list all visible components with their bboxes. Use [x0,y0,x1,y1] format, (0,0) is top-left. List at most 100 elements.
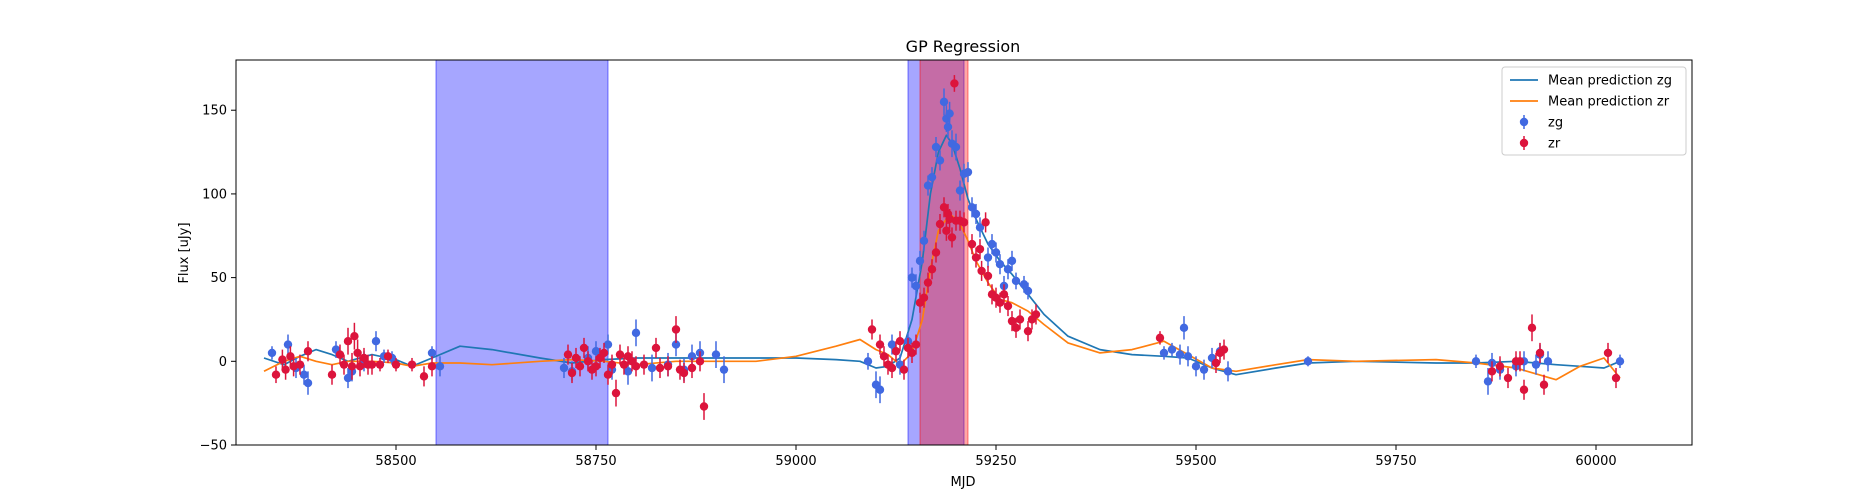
point-zg [995,260,1005,269]
point-zr [355,362,365,371]
point-zg [887,340,897,349]
shaded-region-zg-0 [435,60,609,445]
point-zg [907,273,917,282]
point-zg [863,357,873,366]
point-zg [1175,350,1185,359]
x-tick-label: 60000 [1575,454,1616,469]
point-zg [371,337,381,346]
point-zr [975,244,985,254]
point-zr [679,368,689,378]
point-zr [271,370,281,379]
point-zg [1159,348,1169,358]
point-zr [942,226,951,235]
point-zg [1615,357,1625,366]
point-zr [427,362,437,371]
point-zr [967,239,977,249]
point-zr [611,388,621,398]
point-zr [631,362,641,371]
point-zg [935,156,945,165]
point-zg [1183,352,1193,361]
point-zg [671,340,681,349]
point-zg [1023,286,1033,296]
point-zr [286,352,295,361]
point-zr [563,350,573,359]
legend-label-zr: zr [1548,137,1561,152]
x-tick-label: 58750 [575,454,616,469]
point-zr [639,360,649,369]
point-zr [887,363,897,373]
point-zg [875,385,885,394]
plot-frame [235,59,1693,446]
point-zr [339,360,349,369]
y-tick-label: 0 [219,355,227,370]
point-zg [1003,265,1013,274]
point-zr [1603,348,1613,358]
point-zr [375,360,385,369]
point-zr [1155,333,1165,343]
point-zr [919,293,929,302]
point-zr [891,347,901,356]
point-zr [699,402,709,411]
point-zg [939,97,949,107]
point-zg [967,203,977,212]
point-zr [911,340,921,349]
point-zr [1487,367,1497,376]
point-zg [911,281,921,291]
point-zg [687,352,697,361]
point-zr [939,203,949,212]
point-zr [359,353,369,363]
point-zr [1503,373,1513,383]
point-zg [915,256,925,266]
point-zr [619,360,629,369]
point-zg [923,181,933,190]
x-tick-label: 59250 [975,454,1016,469]
point-zr [1015,315,1025,324]
point-zg [931,142,941,152]
point-zr [289,362,298,371]
point-zg [1019,280,1029,289]
point-zr [1495,362,1505,371]
point-zr [899,365,909,374]
y-tick-label: 50 [210,271,227,286]
point-zr [655,363,665,373]
point-zr [278,355,287,364]
point-zg [1483,377,1493,386]
point-zr [950,79,959,88]
legend-box [1501,66,1687,156]
point-zg [1011,276,1021,286]
point-zg [987,239,997,249]
point-zg [983,253,993,262]
point-zr [927,265,937,274]
legend-label-mean-prediction-zg: Mean prediction zg [1548,74,1672,89]
point-zg [1179,323,1189,333]
point-zr [327,370,337,379]
point-zr [1023,326,1033,336]
point-zr [1219,345,1229,354]
point-zr [1611,373,1621,383]
point-zr [995,298,1005,307]
x-tick-label: 59000 [775,454,816,469]
point-zr [419,372,429,381]
point-zr [983,271,993,281]
point-zg [975,223,985,232]
point-zr [981,218,990,227]
point-zr [567,368,577,378]
y-axis-label: Flux [uJy] [177,222,192,283]
point-zr [695,357,705,366]
point-zr [931,248,941,257]
point-zr [971,253,981,262]
point-zr [583,357,593,366]
point-zr [295,360,305,369]
point-zr [383,352,393,361]
point-zg [919,236,929,245]
legend-swatch-zr [1519,138,1529,148]
point-zg [945,109,954,118]
point-zr [1031,310,1041,319]
point-zr [1003,301,1013,311]
point-zr [1527,323,1537,333]
point-zg [991,248,1001,257]
point-zr [867,325,877,334]
point-zg [647,363,657,373]
point-zr [343,337,353,346]
